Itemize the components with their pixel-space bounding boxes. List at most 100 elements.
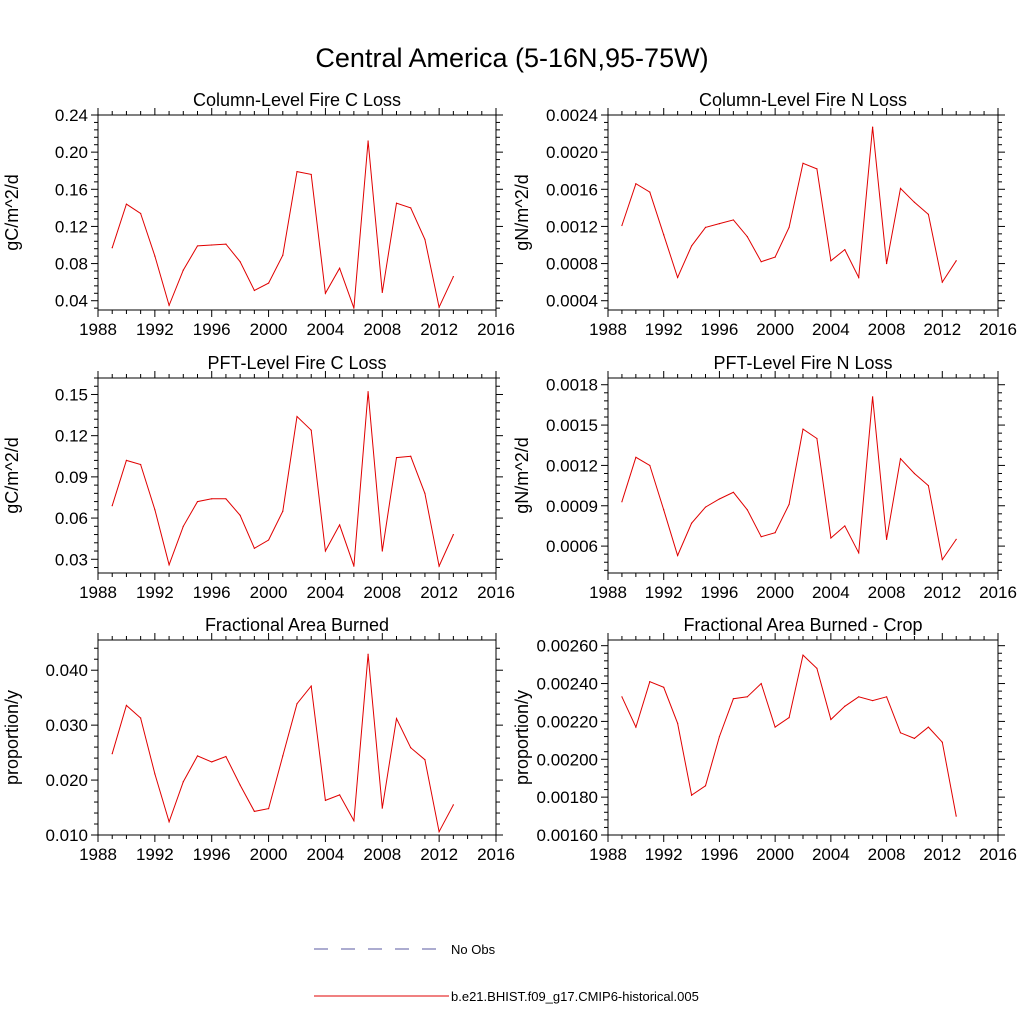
x-tick-label: 2004 — [812, 583, 850, 602]
data-point — [955, 260, 957, 262]
data-point — [677, 276, 679, 279]
data-point — [424, 492, 426, 494]
x-tick-label: 1996 — [193, 320, 231, 339]
data-point — [788, 226, 790, 228]
data-point — [182, 525, 184, 527]
legend-label-model: b.e21.BHIST.f09_g17.CMIP6-historical.005 — [451, 989, 699, 1004]
x-tick-label: 2016 — [477, 583, 515, 602]
x-tick-label: 1992 — [136, 583, 174, 602]
data-point — [704, 506, 707, 508]
plot-frame — [97, 114, 497, 311]
y-tick-label: 0.00160 — [537, 826, 598, 845]
data-point — [760, 261, 762, 263]
x-tick-label: 1996 — [193, 583, 231, 602]
chart-panel-4: 1988 1992 1996 2000 2004 2008 2012 2016 0.0006 0.… — [512, 353, 1017, 602]
legend-label-no-obs: No Obs — [451, 942, 496, 957]
chart-panel-3: 1988 1992 1996 2000 2004 2008 2012 2016 0.03 0.06… — [2, 353, 515, 602]
x-tick-label: 2012 — [923, 845, 961, 864]
data-point — [438, 565, 440, 567]
x-tick-label: 2000 — [756, 845, 794, 864]
x-tick-label: 1988 — [79, 320, 117, 339]
series-line-1 — [621, 127, 957, 284]
x-tick-label: 2012 — [923, 583, 961, 602]
data-point — [913, 737, 916, 740]
data-point — [941, 741, 943, 743]
y-tick-label: 0.0012 — [546, 217, 598, 236]
data-point — [844, 525, 846, 527]
y-tick-label: 0.0018 — [546, 376, 598, 395]
data-point — [872, 699, 874, 702]
y-tick-label: 0.00200 — [537, 750, 598, 769]
data-point — [168, 821, 170, 823]
data-point — [816, 437, 818, 440]
data-point — [367, 140, 369, 142]
data-point — [339, 524, 341, 526]
y-tick-label: 0.0009 — [546, 497, 598, 516]
data-point — [196, 500, 199, 503]
data-point — [844, 249, 846, 251]
data-point — [253, 547, 255, 549]
y-axis-label: gC/m^2/d — [2, 174, 22, 250]
legend: No Obs b.e21.BHIST.f09_g17.CMIP6-histori… — [314, 942, 699, 1004]
data-point — [732, 491, 734, 493]
y-tick-label: 0.0020 — [546, 143, 598, 162]
y-tick-label: 0.0024 — [546, 106, 598, 125]
data-point — [339, 267, 341, 269]
data-point — [760, 536, 762, 538]
data-point — [802, 428, 804, 430]
x-tick-label: 2004 — [307, 845, 345, 864]
data-point — [649, 191, 651, 193]
data-point — [899, 732, 902, 734]
x-tick-label: 2008 — [363, 320, 401, 339]
data-point — [154, 509, 156, 511]
data-point — [677, 722, 679, 724]
data-point — [168, 564, 170, 566]
data-point — [310, 685, 312, 687]
data-point — [140, 212, 142, 215]
y-tick-label: 0.020 — [45, 771, 88, 790]
x-tick-label: 2004 — [812, 320, 850, 339]
y-tick-label: 0.010 — [45, 826, 88, 845]
x-tick-label: 2016 — [979, 320, 1017, 339]
y-axis-label: gN/m^2/d — [512, 437, 532, 513]
x-tick-label: 2008 — [868, 320, 906, 339]
chart-title: Fractional Area Burned - Crop — [683, 615, 922, 635]
data-point — [239, 514, 241, 516]
data-point — [196, 245, 199, 247]
data-point — [663, 509, 665, 511]
y-tick-label: 0.15 — [55, 385, 88, 404]
data-point — [140, 717, 142, 719]
x-tick-label: 2012 — [420, 320, 458, 339]
chart-panel-5: 1988 1992 1996 2000 2004 2008 2012 2016 0.010 0.0… — [2, 615, 515, 864]
y-tick-label: 0.03 — [55, 550, 88, 569]
y-axis-label: gC/m^2/d — [2, 437, 22, 513]
y-tick-label: 0.08 — [55, 255, 88, 274]
y-axis-label: proportion/y — [512, 690, 532, 785]
data-point — [339, 794, 341, 796]
data-point — [367, 653, 369, 655]
plot-frame — [97, 377, 497, 574]
x-tick-label: 2004 — [307, 583, 345, 602]
x-tick-label: 1988 — [589, 845, 627, 864]
data-point — [704, 785, 707, 787]
data-point — [154, 773, 156, 775]
data-point — [899, 458, 902, 460]
data-point — [955, 538, 957, 540]
data-point — [830, 718, 832, 721]
x-tick-label: 2008 — [868, 845, 906, 864]
y-tick-label: 0.0006 — [546, 537, 598, 556]
y-axis-label: proportion/y — [2, 690, 22, 785]
data-point — [182, 781, 184, 783]
data-point — [649, 464, 651, 467]
y-tick-label: 0.0016 — [546, 180, 598, 199]
data-point — [649, 681, 651, 683]
data-point — [253, 810, 255, 812]
plot-frame — [607, 114, 999, 311]
data-point — [941, 281, 943, 283]
data-point — [746, 236, 748, 238]
data-point — [353, 820, 355, 822]
data-point — [802, 654, 804, 656]
x-tick-label: 2012 — [420, 845, 458, 864]
x-tick-label: 1992 — [645, 845, 683, 864]
data-point — [718, 498, 721, 500]
